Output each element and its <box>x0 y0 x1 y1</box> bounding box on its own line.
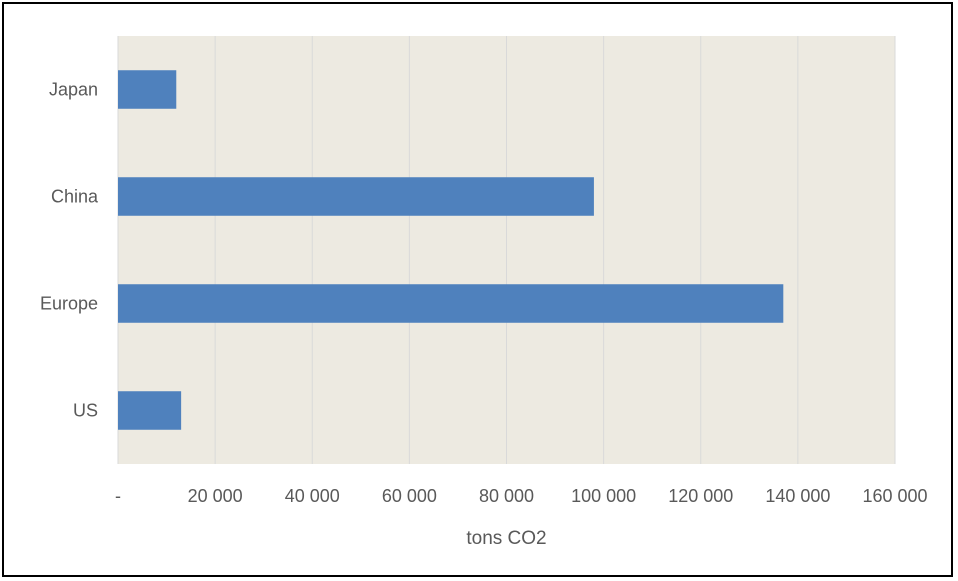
x-tick-label: 100 000 <box>571 486 636 506</box>
x-axis-title: tons CO2 <box>466 528 546 549</box>
x-tick-label: - <box>115 486 121 506</box>
x-tick-label: 140 000 <box>765 486 830 506</box>
bar-china <box>118 177 594 216</box>
x-tick-label: 20 000 <box>188 486 243 506</box>
x-axis-labels: - 20 000 40 000 60 000 80 000 100 000 120 000 1… <box>115 486 928 506</box>
x-tick-label: 40 000 <box>285 486 340 506</box>
x-tick-label: 80 000 <box>479 486 534 506</box>
y-category-label: China <box>51 187 99 207</box>
x-tick-label: 60 000 <box>382 486 437 506</box>
y-category-label: Japan <box>49 80 98 100</box>
bar-us <box>118 391 182 430</box>
x-tick-label: 120 000 <box>668 486 733 506</box>
bars <box>118 70 784 430</box>
x-tick-label: 160 000 <box>862 486 927 506</box>
bar-japan <box>118 70 177 109</box>
y-category-label: US <box>73 401 98 421</box>
bar-europe <box>118 284 784 323</box>
y-axis-labels: Japan China Europe US <box>40 80 99 421</box>
y-category-label: Europe <box>40 294 98 314</box>
bar-chart: Japan China Europe US - 20 000 40 000 60 000 80… <box>40 36 928 549</box>
